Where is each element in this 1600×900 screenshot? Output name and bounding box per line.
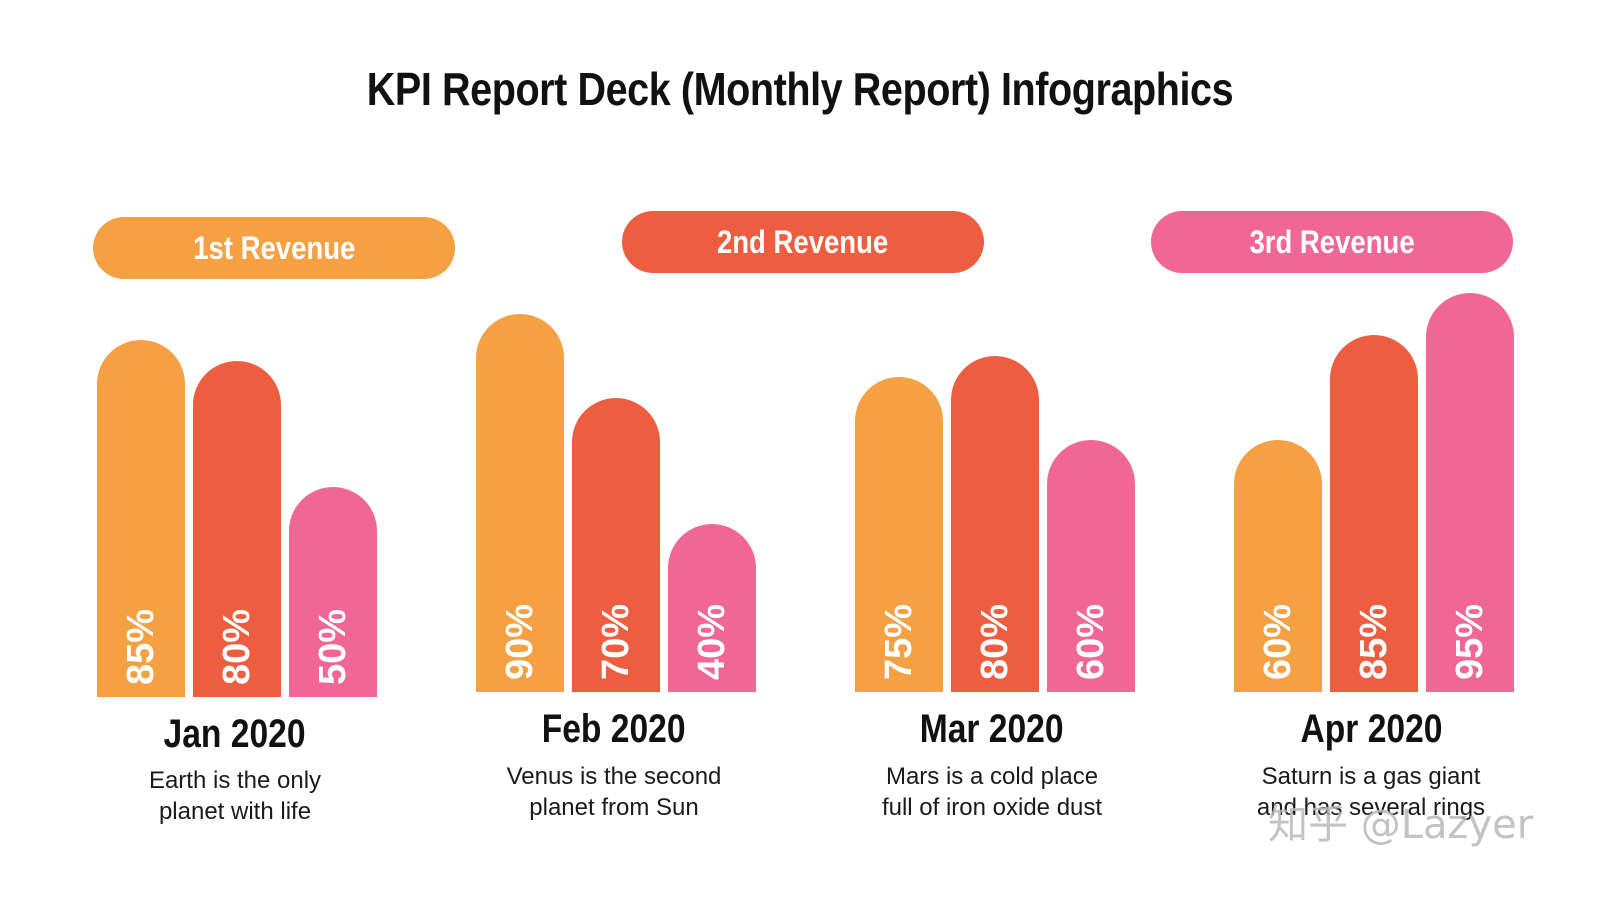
bar-label-mar-2020-series-2: 80% — [974, 604, 1016, 680]
month-desc-feb: Venus is the second planet from Sun — [454, 761, 774, 823]
bar-label-jan-2020-series-3: 50% — [312, 609, 354, 685]
month-label-apr: Apr 2020 — [1300, 707, 1442, 751]
bar-jan-2020-series-2 — [193, 361, 281, 697]
watermark: 知乎 @Lazyer — [1268, 802, 1534, 848]
legend-pill-1st-revenue: 1st Revenue — [93, 217, 455, 279]
month-label-jan: Jan 2020 — [164, 712, 306, 756]
month-desc-feb-line2: planet from Sun — [529, 794, 699, 821]
bar-label-feb-2020-series-1: 90% — [499, 604, 541, 680]
legend-label-1st-revenue: 1st Revenue — [192, 229, 356, 266]
bar-feb-2020-series-2 — [572, 398, 660, 692]
month-label-feb: Feb 2020 — [542, 707, 686, 751]
bar-mar-2020-series-2 — [951, 356, 1039, 692]
bar-jan-2020-series-3 — [289, 487, 377, 697]
bar-label-feb-2020-series-2: 70% — [595, 604, 637, 680]
month-label-mar: Mar 2020 — [920, 707, 1064, 751]
month-desc-jan-line2: planet with life — [158, 798, 312, 825]
month-desc-apr-line2: and has several rings — [1256, 794, 1486, 821]
legend-pill-3rd-revenue: 3rd Revenue — [1151, 211, 1513, 273]
page-title: KPI Report Deck (Monthly Report) Infogra… — [366, 63, 1234, 115]
month-desc-apr-line1: Saturn is a gas giant — [1261, 763, 1481, 790]
bar-feb-2020-series-1 — [476, 314, 564, 692]
bar-apr-2020-series-3 — [1426, 293, 1514, 692]
bar-label-feb-2020-series-3: 40% — [691, 604, 733, 680]
bar-jan-2020-series-1 — [97, 340, 185, 697]
bar-apr-2020-series-1 — [1234, 440, 1322, 692]
month-desc-feb-line1: Venus is the second — [506, 763, 722, 790]
month-desc-mar-line1: Mars is a cold place — [885, 763, 1099, 790]
bar-label-jan-2020-series-2: 80% — [216, 609, 258, 685]
month-desc-jan: Earth is the only planet with life — [75, 765, 395, 827]
legend-label-2nd-revenue: 2nd Revenue — [717, 223, 889, 260]
bar-label-jan-2020-series-1: 85% — [120, 609, 162, 685]
bar-feb-2020-series-3 — [668, 524, 756, 692]
bar-mar-2020-series-3 — [1047, 440, 1135, 692]
month-desc-apr: Saturn is a gas giant and has several ri… — [1211, 761, 1531, 823]
bar-label-mar-2020-series-1: 75% — [878, 604, 920, 680]
bar-apr-2020-series-2 — [1330, 335, 1418, 692]
bar-label-apr-2020-series-2: 85% — [1353, 604, 1395, 680]
legend-pill-2nd-revenue: 2nd Revenue — [622, 211, 984, 273]
month-desc-jan-line1: Earth is the only — [148, 767, 322, 794]
month-desc-mar-line2: full of iron oxide dust — [881, 794, 1103, 821]
month-desc-mar: Mars is a cold place full of iron oxide … — [832, 761, 1152, 823]
legend-label-3rd-revenue: 3rd Revenue — [1249, 223, 1415, 260]
bar-label-apr-2020-series-1: 60% — [1257, 604, 1299, 680]
bar-mar-2020-series-1 — [855, 377, 943, 692]
bar-label-apr-2020-series-3: 95% — [1449, 604, 1491, 680]
bar-label-mar-2020-series-3: 60% — [1070, 604, 1112, 680]
